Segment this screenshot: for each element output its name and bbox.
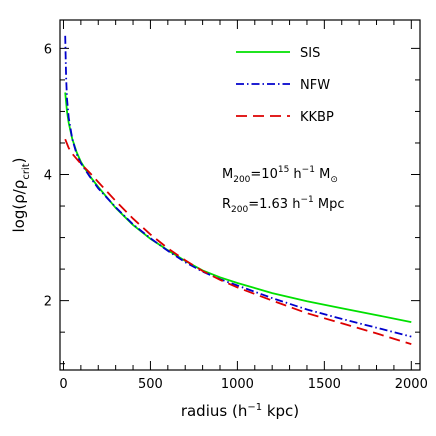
legend-label-sis: SIS: [300, 46, 320, 61]
x-tick-label: 0: [59, 377, 67, 392]
axis-ticks: [60, 20, 420, 370]
annotation-m200: M200=1015 h−1 M⊙: [222, 165, 338, 185]
series-line-nfw: [64, 35, 412, 338]
series-line-kkbp: [64, 138, 412, 345]
x-tick-label: 2000: [395, 377, 428, 392]
annotation-r200: R200=1.63 h−1 Mpc: [222, 195, 344, 215]
y-tick-label: 6: [44, 42, 52, 57]
legend-label-kkbp: KKBP: [300, 110, 334, 125]
y-tick-label: 2: [44, 295, 52, 310]
x-axis-label: radius (h−1 kpc): [181, 402, 299, 420]
series-lines: [64, 35, 412, 345]
y-axis-label: log(ρ/ρcrit): [10, 158, 32, 233]
axis-tick-labels: 0 500 1000 1500 2000 2 4 6: [44, 42, 428, 392]
plot-frame: [59, 19, 421, 371]
y-tick-label: 4: [44, 169, 52, 184]
x-tick-label: 500: [138, 377, 163, 392]
legend: SIS NFW KKBP: [236, 46, 334, 125]
legend-label-nfw: NFW: [300, 78, 330, 93]
x-tick-label: 1000: [221, 377, 254, 392]
x-tick-label: 1500: [308, 377, 341, 392]
